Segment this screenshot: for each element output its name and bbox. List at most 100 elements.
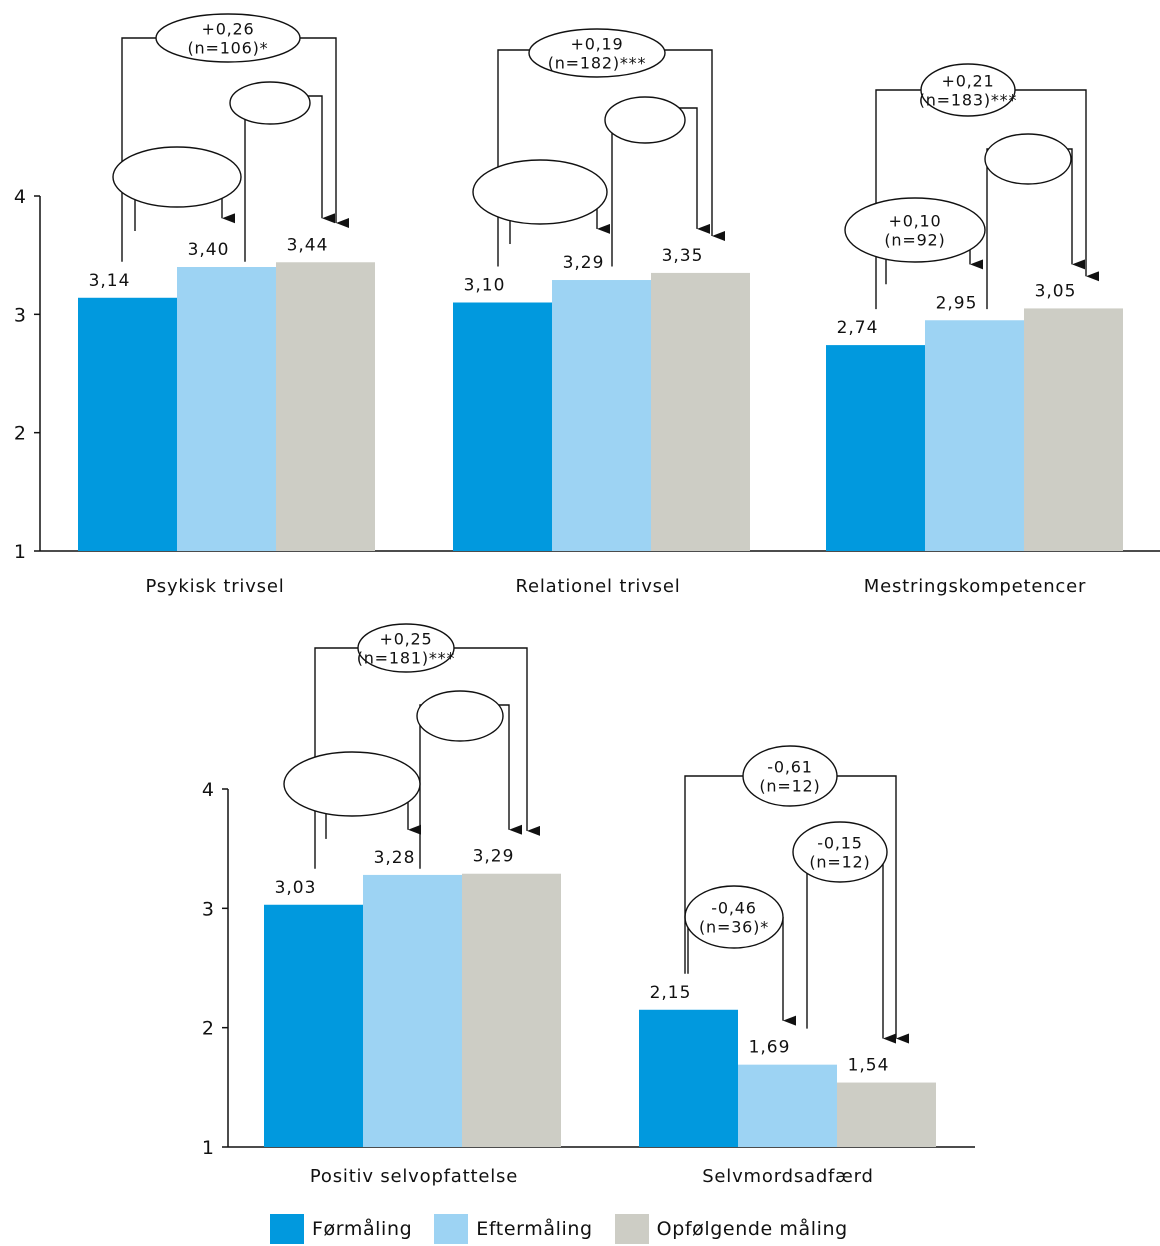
legend-swatch-eftermaling [434, 1214, 469, 1244]
bar-value-label: 1,69 [749, 1038, 791, 1058]
bar-value-label: 3,14 [89, 271, 131, 291]
y-tick-label: 1 [14, 541, 26, 563]
comparison-bracket: -0,15(n=12) [792, 821, 896, 1044]
comparison-ellipse [155, 13, 301, 63]
bar-value-label: 3,35 [662, 246, 704, 266]
y-tick-label: 1 [202, 1137, 214, 1159]
bar-value-label: 3,29 [473, 847, 515, 867]
y-tick-label: 4 [14, 186, 26, 208]
comparison-ellipse [920, 63, 1016, 117]
comparison-ellipse [742, 745, 838, 807]
bracket-line [497, 49, 725, 267]
comparison-bracket [112, 146, 242, 231]
legend-swatch-opfolgende [614, 1214, 649, 1244]
bar-formaling [826, 345, 925, 551]
legend-swatch-formaling [270, 1214, 304, 1244]
bar-opfolgende [1024, 308, 1123, 551]
comparison-label: (n=12) [759, 777, 820, 796]
comparison-label: (n=181)*** [357, 649, 456, 668]
y-tick-label: 2 [14, 423, 26, 445]
legend-label-formaling: Førmåling [312, 1218, 413, 1240]
bar-eftermaling [363, 874, 462, 1147]
bar-eftermaling [552, 280, 651, 551]
comparison-label: -0,46 [711, 899, 756, 918]
legend-item-opfolgende: Opfølgende måling [614, 1214, 848, 1244]
comparison-bracket [283, 751, 421, 839]
bar-opfolgende [651, 272, 750, 551]
chart-figure: 1 2 3 4 3,14 3,40 3,44 Psykisk trivsel 3,10 3,29 3… [14, 13, 1160, 1187]
comparison-bracket: +0,26(n=106)* [121, 13, 349, 262]
bar-opfolgende [276, 262, 375, 551]
comparison-label: (n=36)* [699, 918, 769, 937]
y-tick-label: 2 [202, 1018, 214, 1040]
bar-value-label: 1,54 [848, 1056, 890, 1076]
comparison-label: +0,26 [201, 20, 254, 39]
comparison-ellipse [984, 133, 1072, 185]
y-tick-label: 4 [202, 779, 214, 801]
comparison-bracket: +0,10(n=92) [844, 197, 986, 285]
comparison-label: +0,25 [379, 630, 432, 649]
comparison-label: (n=106)* [188, 39, 269, 58]
comparison-bracket [229, 81, 335, 262]
comparison-label: +0,10 [888, 212, 941, 231]
bar-eftermaling [177, 267, 276, 551]
comparison-bracket [984, 133, 1085, 310]
comparison-bracket: +0,19(n=182)*** [497, 28, 725, 267]
comparison-bracket [604, 96, 710, 267]
comparison-bracket [472, 159, 610, 245]
comparison-ellipse [229, 81, 311, 125]
category-label: Relationel trivsel [515, 576, 680, 597]
chart-panel-top: 1 2 3 4 3,14 3,40 3,44 Psykisk trivsel 3,10 3,29 3… [14, 13, 1160, 597]
comparison-ellipse [472, 159, 608, 225]
category-label: Positiv selvopfattelse [310, 1166, 518, 1187]
chart-panel-bottom: 1 2 3 4 3,03 3,28 3,29 Positiv selvopfattelse 2,… [202, 623, 975, 1187]
y-tick-label: 3 [202, 898, 214, 920]
comparison-label: -0,15 [817, 834, 862, 853]
category-label: Mestringskompetencer [864, 576, 1086, 597]
bar-eftermaling [925, 320, 1024, 551]
bar-value-label: 3,03 [275, 878, 317, 898]
comparison-ellipse [112, 146, 242, 208]
comparison-label: (n=182)*** [548, 54, 647, 73]
bar-opfolgende [462, 873, 561, 1147]
comparison-label: (n=92) [884, 231, 945, 250]
bar-value-label: 3,10 [464, 276, 506, 296]
comparison-label: -0,61 [767, 758, 812, 777]
comparison-label: +0,21 [941, 72, 994, 91]
bar-value-label: 2,15 [650, 983, 692, 1003]
bar-formaling [453, 302, 552, 551]
comparison-ellipse [792, 821, 888, 883]
bar-opfolgende [837, 1082, 936, 1147]
comparison-ellipse [357, 623, 455, 673]
legend: Førmåling Eftermåling Opfølgende måling [270, 1214, 870, 1244]
legend-label-opfolgende: Opfølgende måling [656, 1218, 848, 1240]
comparison-label: +0,19 [570, 35, 623, 54]
comparison-bracket: +0,25(n=181)*** [314, 623, 540, 869]
comparison-bracket [416, 690, 522, 869]
bar-formaling [264, 904, 363, 1147]
category-label: Selvmordsadfærd [702, 1166, 874, 1187]
category-label: Psykisk trivsel [145, 576, 284, 597]
bar-value-label: 2,95 [936, 293, 978, 313]
comparison-label: (n=12) [809, 853, 870, 872]
bar-value-label: 3,40 [188, 240, 230, 260]
legend-item-formaling: Førmåling [270, 1214, 412, 1244]
bar-eftermaling [738, 1064, 837, 1147]
legend-item-eftermaling: Eftermåling [434, 1214, 592, 1244]
comparison-bracket: -0,61(n=12) [684, 745, 909, 1044]
comparison-bracket: +0,21(n=183)*** [875, 63, 1099, 310]
legend-label-eftermaling: Eftermåling [476, 1218, 593, 1240]
bar-value-label: 3,29 [563, 253, 605, 273]
comparison-bracket: -0,46(n=36)* [684, 885, 796, 1026]
bar-value-label: 3,28 [374, 848, 416, 868]
comparison-ellipse [604, 96, 686, 144]
comparison-ellipse [528, 28, 666, 78]
comparison-label: (n=183)*** [919, 91, 1018, 110]
bar-value-label: 2,74 [837, 318, 879, 338]
bar-value-label: 3,05 [1035, 281, 1077, 301]
comparison-ellipse [416, 690, 504, 742]
bar-value-label: 3,44 [287, 235, 329, 255]
y-tick-label: 3 [14, 304, 26, 326]
comparison-ellipse [283, 751, 421, 817]
bar-formaling [78, 297, 177, 551]
